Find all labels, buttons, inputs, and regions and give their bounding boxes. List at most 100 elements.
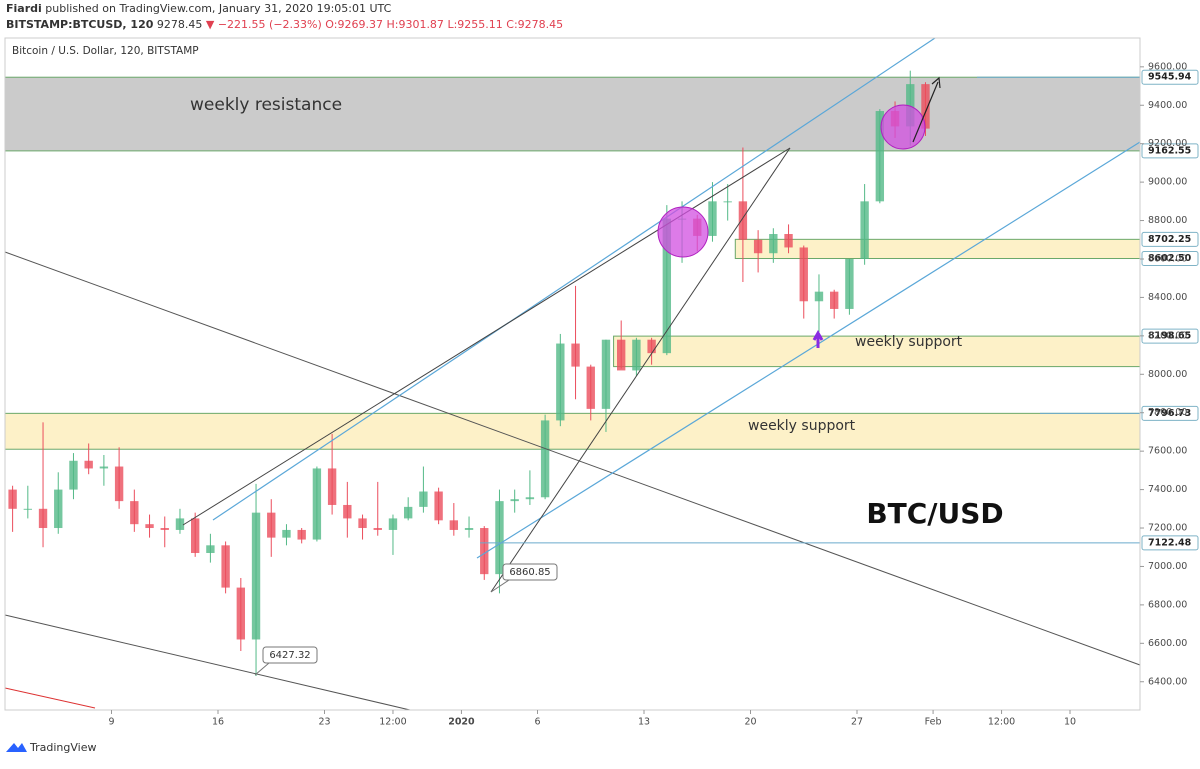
drawings (4, 37, 1141, 711)
candle-body (769, 234, 778, 254)
callout-pointer (254, 662, 277, 676)
candle-body (708, 201, 717, 236)
trend-line (4, 687, 96, 709)
zone-label: weekly support (855, 334, 963, 350)
callout-label: 6427.32 (269, 650, 310, 661)
x-tick-label: 20 (744, 717, 756, 728)
callout-label: 6860.85 (509, 567, 550, 578)
candle-body (358, 518, 367, 529)
price-label: 9162.55 (1148, 145, 1191, 156)
y-tick-label: 9600.00 (1148, 61, 1187, 72)
candle-body (221, 545, 230, 588)
candle-body (130, 501, 139, 525)
zone (4, 76, 1141, 152)
candle-body (449, 520, 459, 530)
channel-line (212, 37, 936, 521)
x-tick-label: 13 (638, 717, 650, 728)
zone (734, 238, 1141, 260)
candle-body (830, 291, 839, 309)
price-label: 8198.65 (1148, 331, 1191, 342)
close: C:9278.45 (506, 18, 563, 31)
candle-body (236, 587, 246, 640)
candle-body (267, 512, 276, 538)
candle-body (434, 491, 443, 521)
candle-body (632, 339, 641, 371)
candle-body (69, 460, 78, 490)
y-tick-label: 7000.00 (1148, 561, 1187, 572)
candle-body (510, 499, 519, 502)
down-icon: ▼ (202, 18, 217, 31)
candle-body (327, 468, 337, 505)
quote-line: BITSTAMP:BTCUSD, 120 9278.45 ▼ −221.55 (… (6, 18, 563, 31)
candle-body (753, 239, 763, 254)
callout-box (502, 563, 558, 581)
x-tick-label: 27 (851, 717, 863, 728)
chart-title: Bitcoin / U.S. Dollar, 120, BITSTAMP (12, 45, 199, 57)
price-label-box (1141, 231, 1199, 247)
published: published on TradingView.com, January 31… (45, 2, 391, 15)
candle-body (175, 518, 185, 530)
x-tick-label: 23 (318, 717, 330, 728)
x-tick-label: 12:00 (379, 717, 406, 728)
candle-body (662, 218, 672, 354)
low: L:9255.11 (447, 18, 502, 31)
zones: weekly resistance weekly support weekly su… (4, 76, 1141, 450)
candle-body (297, 529, 306, 540)
candle-body (647, 339, 656, 354)
price-label-box (1141, 535, 1199, 551)
y-tick-label: 6400.00 (1148, 676, 1187, 687)
candle-body (586, 366, 595, 409)
candle-body (343, 504, 352, 519)
candle-body (114, 466, 124, 502)
price-label: 7796.73 (1148, 408, 1191, 419)
header-line: Fiardi published on TradingView.com, Jan… (6, 2, 392, 15)
candle-body (160, 528, 169, 530)
price-label: 8602.50 (1148, 253, 1192, 264)
up-arrow (812, 329, 824, 348)
candle-body (723, 201, 732, 203)
x-tick-label: 12:00 (988, 717, 1015, 728)
logo (6, 743, 27, 752)
high: H:9301.87 (386, 18, 443, 31)
candle-body (312, 468, 322, 540)
candle-body (190, 518, 200, 554)
labels: 9545.94 9162.55 8702.25 8602.50 8198.65 7796.… (254, 69, 1199, 676)
price-label: 9545.94 (1148, 72, 1192, 83)
y-tick-label: 9200.00 (1148, 138, 1187, 149)
candle-body (921, 84, 930, 129)
y-tick-label: 7600.00 (1148, 446, 1187, 457)
candle-body (54, 489, 63, 529)
y-tick-label: 8600.00 (1148, 253, 1187, 264)
candle-body (784, 234, 793, 248)
y-tick-label: 9400.00 (1148, 100, 1187, 111)
x-tick-label: 9 (108, 717, 114, 728)
candle-body (845, 258, 854, 309)
y-tick-label: 8400.00 (1148, 292, 1187, 303)
highlight-circle (880, 104, 926, 150)
candle-body (814, 291, 824, 302)
footer-text: TradingView (29, 741, 96, 754)
x-tick-label: 2020 (448, 717, 475, 728)
arrow-head (931, 76, 941, 89)
trend-line (4, 251, 1141, 666)
candle-body (419, 491, 428, 507)
candle-body (206, 545, 215, 554)
candle-body (906, 84, 915, 127)
y-tick-label: 6800.00 (1148, 599, 1187, 610)
candle-body (571, 343, 580, 367)
candle-body (145, 524, 154, 529)
candle-body (556, 343, 565, 421)
price-label: 7122.48 (1148, 537, 1192, 548)
candle-body (738, 201, 748, 240)
candle-body (388, 518, 398, 530)
candle-body (875, 111, 885, 202)
channel-line (476, 141, 1141, 559)
x-tick-label: Feb (925, 717, 942, 728)
candle-body (23, 508, 33, 510)
y-tick-label: 8000.00 (1148, 369, 1187, 380)
y-tick-label: 6600.00 (1148, 638, 1187, 649)
last-price: 9278.45 (157, 18, 203, 31)
zone (4, 412, 1141, 450)
x-tick-label: 6 (534, 717, 540, 728)
